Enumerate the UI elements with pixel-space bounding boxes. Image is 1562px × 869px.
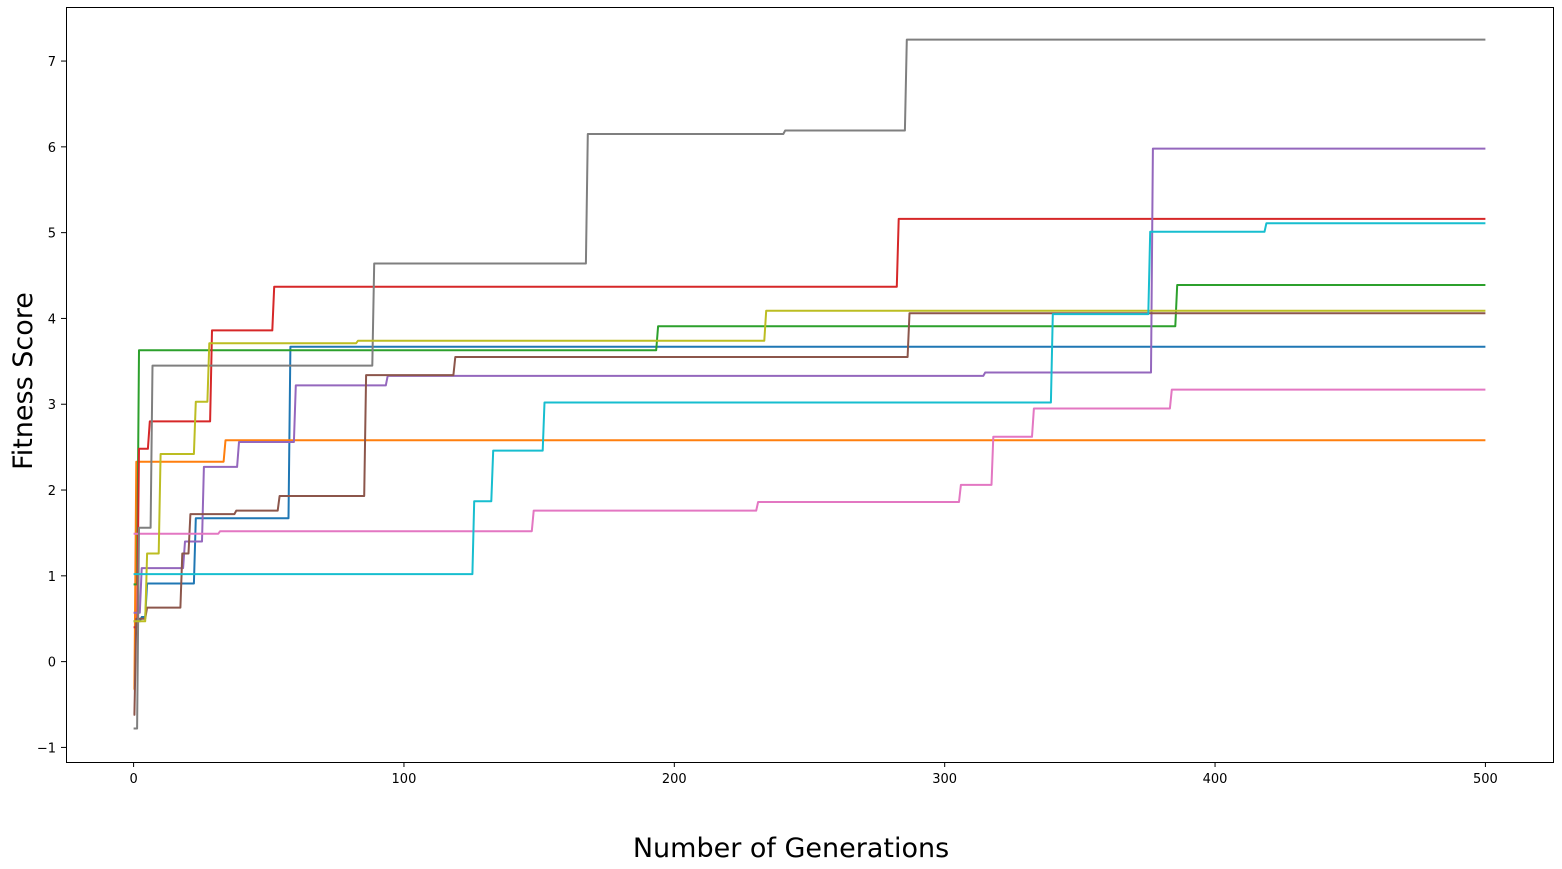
y-tick-label: 1 [48, 570, 56, 585]
series-line-9 [133, 309, 1486, 623]
series-line-8 [133, 38, 1486, 730]
y-tick-label: 0 [48, 656, 56, 671]
series-line-7 [133, 388, 1486, 535]
y-tick-label: 7 [48, 55, 56, 70]
x-tick-label: 500 [1473, 772, 1498, 787]
y-tick-label: 3 [48, 398, 56, 413]
plot-frame [66, 7, 1554, 763]
x-tick-label: 300 [932, 772, 957, 787]
y-tick-label: 4 [48, 312, 56, 327]
series-line-3 [133, 284, 1486, 586]
x-tick-label: 200 [662, 772, 687, 787]
x-tick-label: 0 [129, 772, 137, 787]
y-tick-label: 6 [48, 141, 56, 156]
y-axis-ticks: −1 0 1 2 3 4 5 6 7 [37, 55, 66, 756]
y-tick-label: 2 [48, 484, 56, 499]
series-line-2 [133, 439, 1486, 691]
y-axis-label: Fitness Score [8, 292, 39, 470]
series-line-5 [133, 147, 1486, 614]
y-tick-label: −1 [37, 741, 56, 756]
x-axis-ticks: 0 100 200 300 400 500 [129, 762, 1498, 787]
series-layer [133, 38, 1486, 730]
series-line-10 [133, 222, 1486, 576]
x-tick-label: 100 [392, 772, 417, 787]
series-line-6 [133, 312, 1486, 716]
series-line-4 [133, 217, 1486, 629]
x-axis-label: Number of Generations [633, 833, 949, 864]
y-tick-label: 5 [48, 227, 56, 242]
series-line-1 [133, 345, 1486, 623]
x-tick-label: 400 [1203, 772, 1228, 787]
